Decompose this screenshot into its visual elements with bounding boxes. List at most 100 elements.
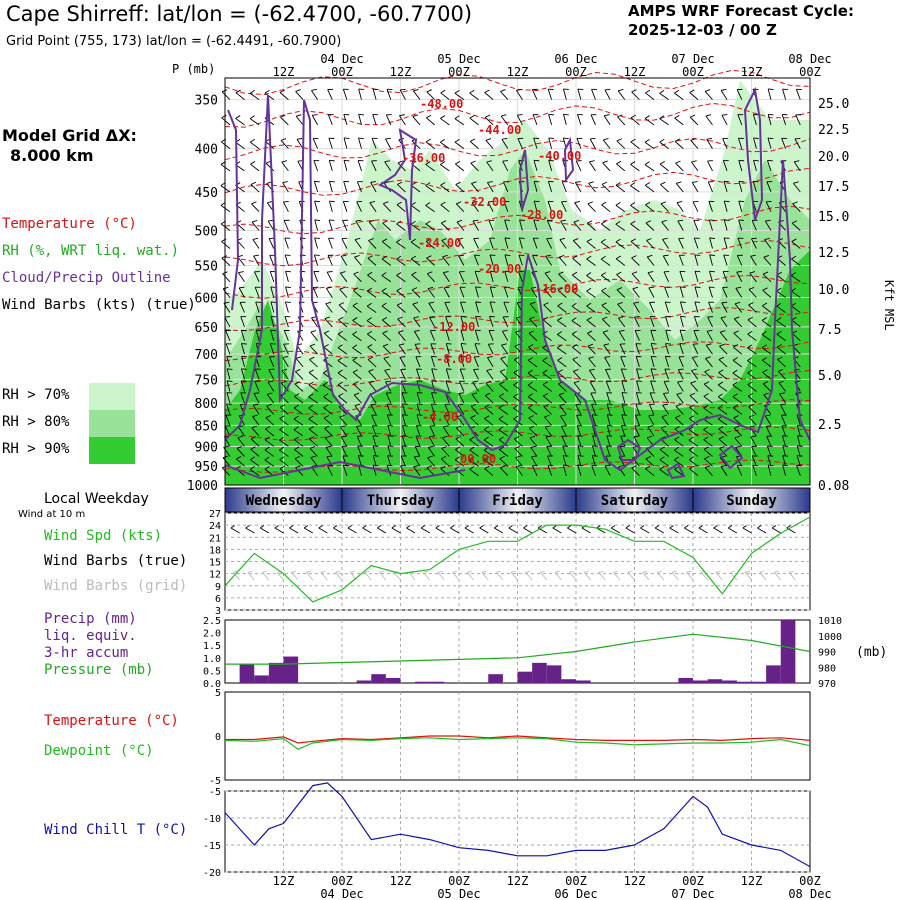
wind-barb-flag xyxy=(660,201,667,205)
wind-barb-shaft xyxy=(674,117,684,126)
wind-barb-shaft xyxy=(680,301,684,313)
wind-barb-flag xyxy=(443,271,449,274)
wind-barb-flag xyxy=(703,381,710,385)
wind-barb-shaft xyxy=(665,343,670,355)
wind-barb-flag xyxy=(371,160,377,162)
wind-barb-shaft xyxy=(604,357,611,368)
wind-barb-flag xyxy=(224,316,231,318)
wind-barb-shaft xyxy=(240,330,245,341)
wind-barb xyxy=(747,381,757,392)
wind-barb-flag xyxy=(417,392,423,394)
wind-barb-flag xyxy=(285,254,291,256)
wind-barb xyxy=(664,286,671,298)
precip-bar xyxy=(707,679,723,683)
wind-barb-flag xyxy=(430,330,436,332)
wind-barb-flag xyxy=(601,220,607,225)
wind-barb-shaft xyxy=(601,223,611,231)
wind-barb-flag xyxy=(690,380,696,384)
wind-barb xyxy=(762,369,772,380)
wind-barb xyxy=(615,201,626,213)
wind-barb xyxy=(733,415,743,426)
wind-barb xyxy=(459,368,466,380)
wind-barb-shaft xyxy=(486,161,494,172)
wind-barb xyxy=(616,271,626,283)
wind-barb-flag xyxy=(636,380,642,382)
wind-barb xyxy=(459,380,465,392)
wind-barb xyxy=(677,219,684,231)
wind-barb xyxy=(399,356,406,368)
wind-barb-flag xyxy=(343,180,350,183)
wind-barb-shaft xyxy=(458,271,465,282)
wind-barb xyxy=(676,392,684,404)
wind-barb-shaft xyxy=(429,425,436,437)
panel-tick-label: 6 xyxy=(215,594,221,605)
wind-barb xyxy=(665,329,672,341)
wind-barb-flag xyxy=(533,159,540,162)
wind-barb-shaft xyxy=(399,89,406,100)
wind-barb-shaft xyxy=(518,254,523,266)
wind-barb-flag xyxy=(455,181,461,185)
wind-barb-flag xyxy=(427,286,434,290)
wind-barb xyxy=(518,271,524,282)
wind-barb xyxy=(487,200,494,212)
wind-barb-shaft xyxy=(340,436,348,447)
wind-barb-flag xyxy=(791,272,797,276)
wind-barb-shaft xyxy=(314,201,319,212)
wind-barb-shaft xyxy=(440,222,450,231)
wind-barb-flag xyxy=(469,89,475,94)
wind-barb-flag xyxy=(674,138,680,142)
wind-barb-shaft xyxy=(587,203,596,213)
wind-barb-shaft xyxy=(704,371,713,380)
wind-barb-shaft xyxy=(766,160,772,172)
wind-barb xyxy=(386,88,393,100)
wind-barb-shaft xyxy=(791,241,801,249)
wind-barb xyxy=(310,330,318,341)
wind-barb-shaft xyxy=(323,346,333,355)
wind-barb-shaft xyxy=(618,331,626,341)
wind-barb-flag xyxy=(527,357,534,361)
wind-barb xyxy=(631,255,640,266)
wind-barb xyxy=(533,219,540,231)
wind-barb xyxy=(487,356,494,368)
wind-barb-shaft xyxy=(676,394,684,404)
wind-barb xyxy=(475,301,482,313)
wind-barb-flag xyxy=(572,271,578,276)
wind-barb-shaft xyxy=(635,414,640,426)
wind-barb-shaft xyxy=(617,303,626,313)
wind-barb xyxy=(528,330,538,342)
wind-barb-shaft xyxy=(649,392,655,404)
wind-barb-flag xyxy=(737,254,743,256)
wind-barb xyxy=(615,182,626,193)
wind-barb xyxy=(460,315,467,328)
wind-barb xyxy=(677,380,684,392)
wind-barb-flag xyxy=(255,301,262,303)
wind-barb xyxy=(342,219,348,231)
wind-barb xyxy=(429,425,436,437)
wind-barb xyxy=(266,403,275,415)
wind-barb-flag xyxy=(314,254,320,256)
wind-barb-flag xyxy=(732,393,738,398)
wind-barb-flag xyxy=(341,237,348,240)
wind-barb-shaft xyxy=(226,356,231,368)
wind-barb-flag xyxy=(561,200,567,203)
wind-barb-shaft xyxy=(617,90,626,100)
wind-barb xyxy=(221,114,231,126)
wind-barb-flag xyxy=(384,160,391,163)
wind-barb xyxy=(489,237,495,249)
wind-barb xyxy=(690,138,699,149)
wind-barb-flag xyxy=(705,114,712,117)
wind-barb xyxy=(706,137,713,149)
wind-barb-shaft xyxy=(542,384,552,392)
wind-barb-flag xyxy=(560,414,566,417)
wind-barb-flag xyxy=(616,271,622,275)
wind-barb xyxy=(528,415,538,426)
wind-barb-flag xyxy=(588,181,594,184)
wind-barb xyxy=(386,414,393,426)
wind-barb-flag xyxy=(664,286,671,288)
wind-barb-shaft xyxy=(396,304,406,313)
wind-barb-shaft xyxy=(412,303,421,313)
wind-barb xyxy=(601,302,611,313)
wind-barb-flag xyxy=(693,330,700,331)
wind-barb xyxy=(532,237,539,249)
wind-barb xyxy=(763,392,772,404)
